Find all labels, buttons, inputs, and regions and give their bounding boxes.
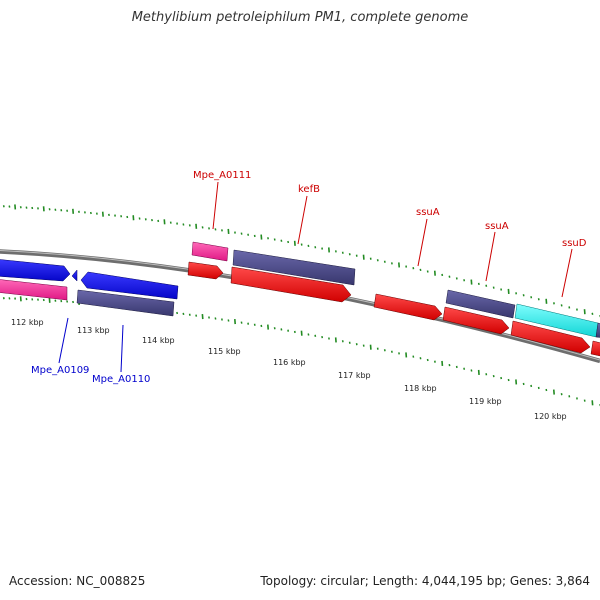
map-title: Methylibium petroleiphilum PM1, complete… [131, 10, 469, 25]
gene-small-blue-arrow[interactable] [71, 269, 78, 282]
gene-label-mpe-a0109[interactable]: Mpe_A0109 [31, 365, 89, 376]
cds-dark-ssua[interactable] [445, 289, 516, 319]
gene-label-ssua-1[interactable]: ssuA [416, 207, 440, 218]
gene-label-kefb[interactable]: kefB [298, 184, 320, 195]
gene-red-ssua-1[interactable] [373, 293, 443, 321]
leader-mpe-a0111 [212, 181, 219, 230]
gene-label-mpe-a0110[interactable]: Mpe_A0110 [92, 374, 150, 385]
leader-ssua-2 [485, 231, 496, 282]
cds-dark-mpe-a0110[interactable] [76, 289, 175, 317]
gene-blue-reverse-arrow[interactable] [80, 271, 179, 300]
tick-label-115: 115 kbp [208, 347, 241, 356]
kbp-tick-labels: 112 kbp 113 kbp 114 kbp 115 kbp 116 kbp … [11, 318, 567, 421]
leader-mpe-a0110 [120, 324, 124, 373]
cds-pink-left[interactable] [0, 279, 68, 301]
genome-summary-text: Topology: circular; Length: 4,044,195 bp… [260, 574, 590, 588]
label-leader-lines [58, 181, 573, 373]
cds-dark-kefb[interactable] [232, 249, 356, 286]
leader-kefb [297, 195, 308, 245]
tick-label-120: 120 kbp [534, 412, 567, 421]
outer-tick-ring [2, 204, 600, 318]
tick-label-114: 114 kbp [142, 336, 175, 345]
gene-label-ssud[interactable]: ssuD [562, 238, 587, 249]
feature-track [0, 241, 600, 357]
gene-red-mpe-a0111[interactable] [187, 261, 224, 280]
tick-label-118: 118 kbp [404, 384, 437, 393]
accession-text: Accession: NC_008825 [9, 574, 146, 588]
cds-pink-mpe-a0111[interactable] [191, 241, 229, 262]
tick-label-112: 112 kbp [11, 318, 44, 327]
leader-mpe-a0109 [58, 317, 69, 364]
gene-red-right-edge[interactable] [590, 340, 600, 357]
gene-labels: Mpe_A0111 kefB ssuA ssuA ssuD Mpe_A0109 … [31, 170, 587, 385]
gene-red-kefb[interactable] [230, 266, 352, 303]
tick-label-116: 116 kbp [273, 358, 306, 367]
tick-label-119: 119 kbp [469, 397, 502, 406]
cds-dark-right-edge[interactable] [595, 322, 600, 338]
gene-label-ssua-2[interactable]: ssuA [485, 221, 509, 232]
leader-ssud [561, 248, 573, 298]
leader-ssua-1 [417, 218, 428, 267]
tick-label-117: 117 kbp [338, 371, 371, 380]
gene-blue-left-arrow[interactable] [0, 259, 71, 282]
gene-red-ssua-2[interactable] [442, 306, 510, 335]
gene-label-mpe-a0111[interactable]: Mpe_A0111 [193, 170, 251, 181]
gene-red-ssud[interactable] [510, 320, 591, 354]
tick-label-113: 113 kbp [77, 326, 110, 335]
